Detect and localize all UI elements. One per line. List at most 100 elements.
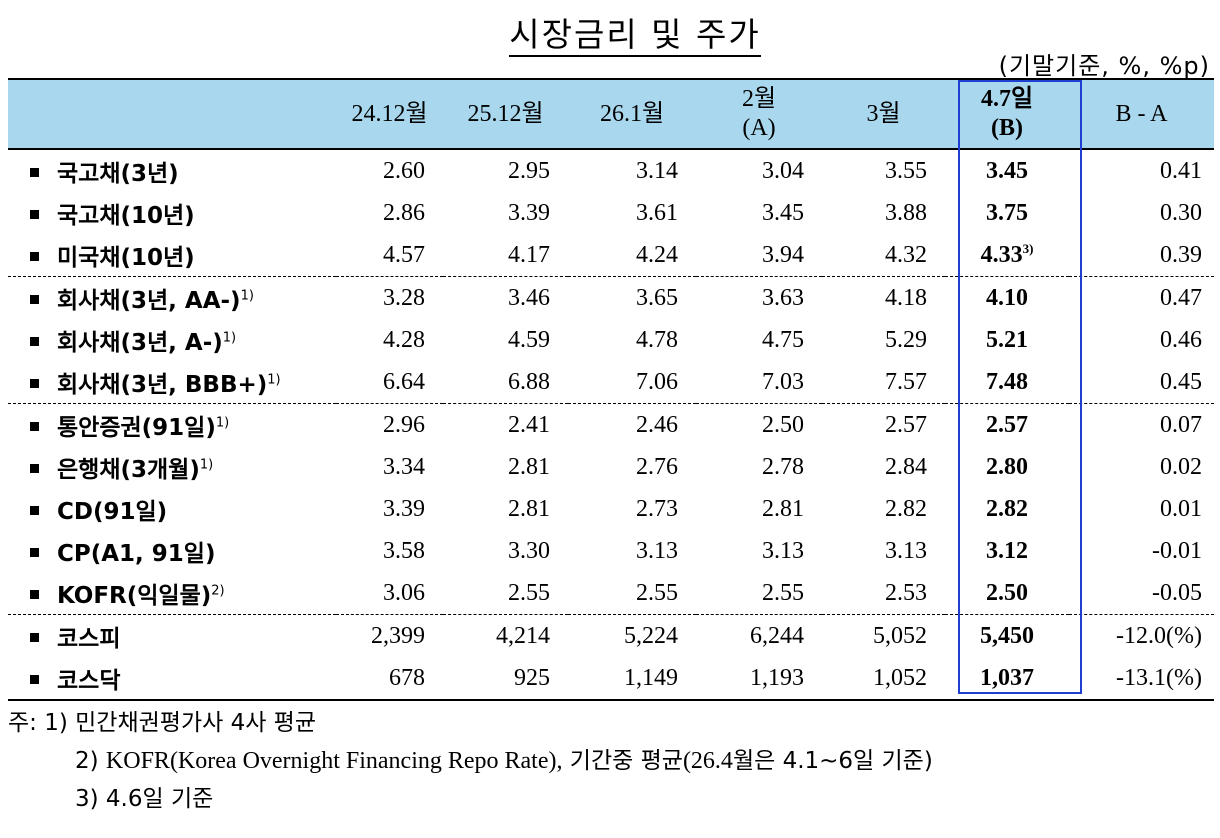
cell-value-b: 2.57 — [945, 403, 1069, 446]
cell-value: 3.13 — [636, 537, 678, 564]
column-header: 24.12월 — [336, 78, 443, 150]
table-row: 회사채(3년, BBB+)1) 6.64 6.88 7.06 7.03 7.57 7.48 0… — [8, 361, 1214, 404]
cell-value-b: 7.48 — [986, 368, 1028, 395]
cell-diff: -13.1(%) — [1069, 657, 1214, 701]
cell-diff: -0.01 — [1152, 537, 1202, 564]
cell-diff: 0.30 — [1160, 199, 1202, 226]
cell-value: 2.50 — [696, 403, 822, 446]
cell-value: 3.28 — [336, 276, 443, 319]
cell-value: 6.64 — [383, 368, 425, 395]
cell-value: 3.88 — [885, 199, 927, 226]
cell-value: 3.39 — [508, 199, 550, 226]
cell-diff: 0.41 — [1160, 157, 1202, 184]
cell-value: 2.86 — [383, 199, 425, 226]
square-bullet-icon — [30, 675, 39, 684]
cell-value-b: 3.12 — [986, 537, 1028, 564]
cell-value: 2.73 — [636, 495, 678, 522]
square-bullet-icon — [30, 506, 39, 515]
cell-value-b: 5,450 — [945, 614, 1069, 657]
page-title: 시장금리 및 주가 — [0, 8, 1220, 57]
cell-value: 2.57 — [822, 403, 945, 446]
row-label: 은행채(3개월)1) — [8, 446, 336, 488]
row-label: CP(A1, 91일) — [8, 530, 336, 572]
cell-value: 3.04 — [762, 157, 804, 184]
row-label: KOFR(익일물)2) — [8, 572, 336, 615]
cell-diff: 0.07 — [1069, 403, 1214, 446]
cell-value: 2.96 — [336, 403, 443, 446]
cell-value: 2.95 — [508, 157, 550, 184]
cell-value: 1,052 — [822, 657, 945, 701]
cell-value: 1,193 — [696, 657, 822, 701]
column-header: 3월 — [822, 78, 945, 150]
cell-value: 6,244 — [696, 614, 822, 657]
table-row: CP(A1, 91일) 3.58 3.30 3.13 3.13 3.13 3.12 -0.01 — [8, 530, 1214, 572]
cell-value: 3.13 — [885, 537, 927, 564]
cell-value: 6.88 — [508, 368, 550, 395]
cell-value: 7.57 — [885, 368, 927, 395]
cell-value: 4.18 — [822, 276, 945, 319]
table-row: 회사채(3년, AA-)1) 3.28 3.46 3.65 3.63 4.18 4.10 0.… — [8, 276, 1214, 319]
cell-value: 4.24 — [636, 241, 678, 268]
cell-value: 3.39 — [383, 495, 425, 522]
cell-value: 2.81 — [762, 495, 804, 522]
cell-value: 4.32 — [885, 241, 927, 268]
cell-value: 3.13 — [762, 537, 804, 564]
cell-value-b: 5.21 — [986, 326, 1028, 353]
cell-value: 1,149 — [568, 657, 696, 701]
cell-value: 4.59 — [508, 326, 550, 353]
cell-diff: 0.02 — [1160, 453, 1202, 480]
cell-value: 678 — [336, 657, 443, 701]
cell-value: 4.28 — [383, 326, 425, 353]
cell-value-b: 3.45 — [986, 157, 1028, 184]
row-label: 국고채(3년) — [8, 149, 336, 192]
table-header: 24.12월 25.12월 26.1월 2월 (A) 3월 4.7일 (B) B - A — [8, 78, 1214, 150]
cell-value-b: 2.50 — [986, 579, 1028, 606]
cell-value: 4.57 — [383, 241, 425, 268]
row-label: CD(91일) — [8, 488, 336, 530]
footnote-1: 주: 1) 민간채권평가사 4사 평균 — [8, 710, 316, 736]
column-header — [8, 78, 336, 150]
row-label: 코스피 — [8, 614, 336, 657]
cell-value: 4.17 — [508, 241, 550, 268]
square-bullet-icon — [30, 295, 39, 304]
footnotes: 주: 1) 민간채권평가사 4사 평균 2) KOFR(Korea Overni… — [8, 704, 933, 818]
square-bullet-icon — [30, 422, 39, 431]
row-label: 국고채(10년) — [8, 192, 336, 234]
cell-value: 5,224 — [568, 614, 696, 657]
cell-value: 3.06 — [383, 579, 425, 606]
cell-value-b: 2.82 — [986, 495, 1028, 522]
cell-value: 2.46 — [568, 403, 696, 446]
cell-value: 3.55 — [885, 157, 927, 184]
cell-value: 2.81 — [508, 453, 550, 480]
square-bullet-icon — [30, 210, 39, 219]
cell-value: 5,052 — [822, 614, 945, 657]
column-header: 26.1월 — [568, 78, 696, 150]
footnote-2: 2) KOFR(Korea Overnight Financing Repo R… — [75, 748, 933, 774]
cell-value: 7.06 — [636, 368, 678, 395]
cell-value: 2.60 — [383, 157, 425, 184]
cell-value: 5.29 — [885, 326, 927, 353]
cell-value: 4.78 — [636, 326, 678, 353]
table-row: 국고채(10년) 2.86 3.39 3.61 3.45 3.88 3.75 0.30 — [8, 192, 1214, 234]
cell-value: 3.30 — [508, 537, 550, 564]
cell-value: 3.45 — [762, 199, 804, 226]
cell-value: 3.63 — [696, 276, 822, 319]
table-row: 코스피 2,399 4,214 5,224 6,244 5,052 5,450 -12.0(%… — [8, 614, 1214, 657]
cell-value: 2.55 — [762, 579, 804, 606]
cell-diff: 0.01 — [1160, 495, 1202, 522]
square-bullet-icon — [30, 337, 39, 346]
table-row: 통안증권(91일)1) 2.96 2.41 2.46 2.50 2.57 2.57 0.07 — [8, 403, 1214, 446]
cell-value: 3.14 — [636, 157, 678, 184]
cell-value: 2,399 — [336, 614, 443, 657]
cell-value: 2.53 — [885, 579, 927, 606]
cell-value: 3.34 — [383, 453, 425, 480]
square-bullet-icon — [30, 633, 39, 642]
square-bullet-icon — [30, 252, 39, 261]
cell-value-b: 4.10 — [945, 276, 1069, 319]
table-row: 국고채(3년) 2.60 2.95 3.14 3.04 3.55 3.45 0.41 — [8, 149, 1214, 192]
square-bullet-icon — [30, 590, 39, 599]
square-bullet-icon — [30, 168, 39, 177]
column-header: B - A — [1069, 78, 1214, 150]
table-row: 회사채(3년, A-)1) 4.28 4.59 4.78 4.75 5.29 5.21 0.4… — [8, 319, 1214, 361]
unit-note: (기말기준, %, %p) — [998, 52, 1210, 80]
